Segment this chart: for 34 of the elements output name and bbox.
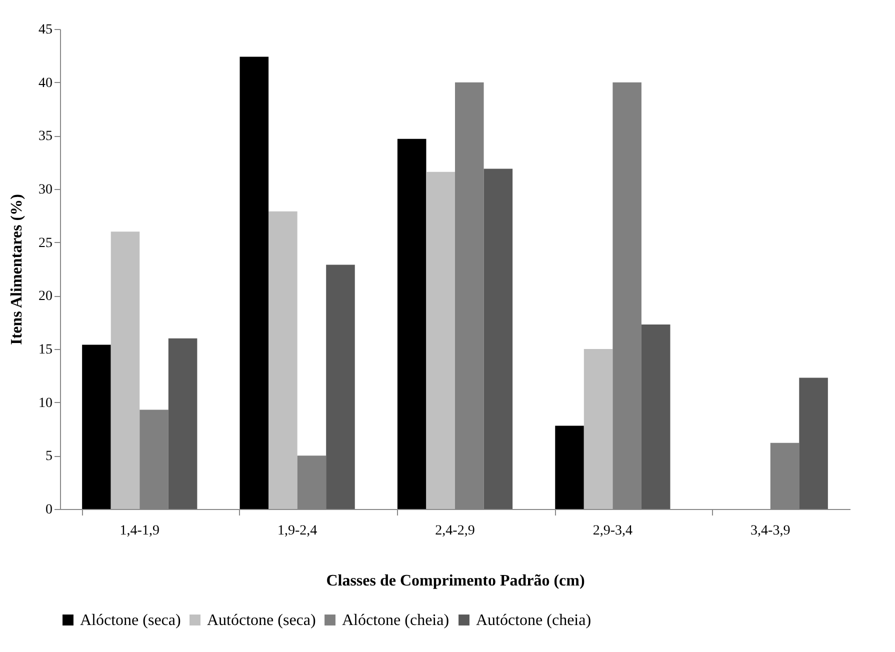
y-tick-label: 5	[46, 449, 52, 464]
bar	[240, 56, 269, 509]
y-tick-label: 0	[46, 502, 52, 518]
bar	[426, 172, 455, 509]
x-tick-label: 3,4-3,9	[750, 524, 790, 538]
bar	[641, 324, 670, 509]
bar	[397, 138, 426, 509]
x-tick-label: 2,4-2,9	[435, 524, 475, 538]
bar	[584, 349, 613, 509]
legend-label: Alóctone (seca)	[80, 612, 181, 629]
legend-label: Autóctone (cheia)	[476, 612, 592, 629]
y-axis-title: Itens Alimentares (%)	[8, 194, 26, 345]
y-tick-label: 45	[38, 22, 52, 38]
legend-label: Alóctone (cheia)	[342, 612, 450, 629]
bar	[168, 338, 198, 509]
y-tick-label: 30	[38, 182, 52, 198]
x-tick-label: 1,4-1,9	[120, 524, 160, 538]
bar	[484, 168, 513, 509]
y-tick-label: 20	[38, 289, 52, 304]
y-tick-label: 15	[38, 342, 52, 358]
y-tick-label: 35	[38, 129, 52, 144]
x-tick-label: 2,9-3,4	[592, 524, 633, 538]
bar	[268, 211, 298, 509]
bar	[326, 264, 355, 509]
y-tick-label: 10	[38, 396, 52, 411]
legend-label: Autóctone (seca)	[207, 612, 316, 629]
y-tick-label: 25	[38, 236, 52, 251]
x-axis-title: Classes de Comprimento Padrão (cm)	[326, 572, 585, 590]
y-tick-label: 40	[38, 76, 52, 91]
bar	[110, 232, 140, 509]
bar	[82, 344, 111, 509]
x-tick-label: 1,9-2,4	[277, 524, 318, 538]
bar	[799, 378, 828, 509]
bar	[555, 426, 584, 509]
